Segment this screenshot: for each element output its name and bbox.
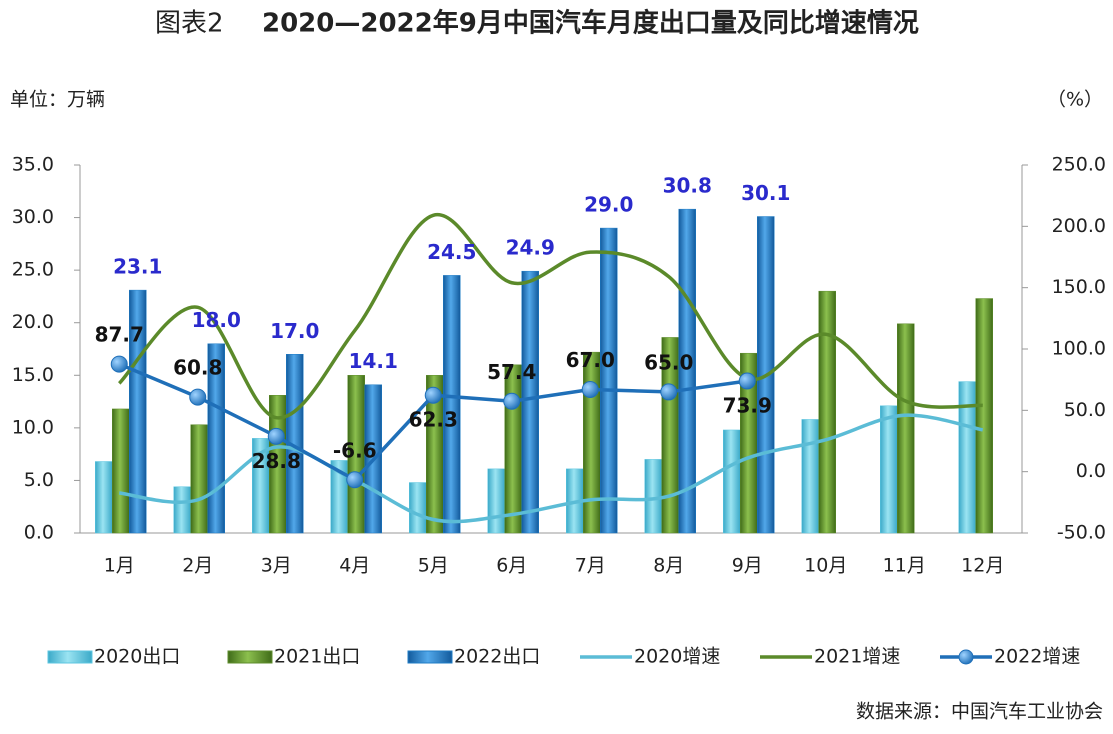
- x-tick-label: 8月: [653, 555, 684, 577]
- legend-label: 2022出口: [454, 646, 540, 668]
- x-tick-label: 12月: [961, 555, 1004, 577]
- marker: [581, 380, 599, 398]
- data-label: 60.8: [173, 356, 222, 380]
- data-label: 57.4: [487, 360, 536, 384]
- y2-tick-label: 150.0: [1052, 276, 1106, 298]
- bar: [190, 424, 208, 534]
- marker: [738, 372, 756, 390]
- y-tick-label: 5.0: [24, 469, 54, 491]
- data-label: 30.1: [741, 181, 790, 205]
- y2-tick-label: 0.0: [1076, 460, 1106, 482]
- data-label: 67.0: [566, 348, 615, 372]
- legend-label: 2020增速: [634, 646, 720, 668]
- bar: [443, 275, 461, 534]
- data-label: 28.8: [252, 449, 301, 473]
- bar: [600, 227, 618, 534]
- legend-label: 2021增速: [814, 646, 900, 668]
- bar: [897, 323, 915, 534]
- legend-swatch: [47, 650, 93, 664]
- bar: [504, 364, 522, 534]
- figure-label: 图表2: [155, 9, 224, 39]
- data-label: 14.1: [349, 349, 398, 373]
- y2-tick-label: 250.0: [1052, 154, 1106, 176]
- x-tick-label: 6月: [496, 555, 527, 577]
- x-tick-label: 9月: [732, 555, 763, 577]
- source: 数据来源：中国汽车工业协会: [856, 701, 1103, 723]
- y2-axis-label: （%）: [1047, 89, 1103, 111]
- y2-tick-label: 50.0: [1064, 399, 1106, 421]
- x-tick-label: 10月: [804, 555, 847, 577]
- marker: [346, 471, 364, 489]
- legend-label: 2021出口: [274, 646, 360, 668]
- legend-swatch: [227, 650, 273, 664]
- bar: [173, 486, 191, 534]
- x-tick-label: 11月: [883, 555, 926, 577]
- marker: [189, 388, 207, 406]
- legend-label: 2022增速: [994, 646, 1080, 668]
- y-tick-label: 20.0: [12, 311, 54, 333]
- marker: [267, 427, 285, 445]
- bar: [112, 408, 130, 534]
- y-tick-label: 0.0: [24, 522, 54, 544]
- y-axis-label: 单位：万辆: [10, 89, 105, 111]
- x-tick-label: 1月: [104, 555, 135, 577]
- bar: [644, 459, 662, 534]
- bar: [487, 468, 505, 534]
- data-label: 23.1: [113, 255, 162, 279]
- bar: [521, 270, 539, 534]
- y2-tick-label: 100.0: [1052, 338, 1106, 360]
- data-label: -6.6: [333, 438, 377, 462]
- data-label: 62.3: [409, 408, 458, 432]
- line: [117, 213, 983, 420]
- legend-swatch: [407, 650, 453, 664]
- y-tick-label: 30.0: [12, 206, 54, 228]
- bar: [583, 351, 601, 534]
- line: [119, 413, 984, 524]
- data-label: 29.0: [584, 193, 633, 217]
- x-tick-label: 4月: [339, 555, 370, 577]
- bar: [818, 290, 836, 534]
- y-tick-label: 35.0: [12, 154, 54, 176]
- x-tick-label: 5月: [418, 555, 449, 577]
- data-label: 87.7: [95, 323, 144, 347]
- marker: [110, 355, 128, 373]
- y-tick-label: 10.0: [12, 416, 54, 438]
- bar: [409, 482, 427, 534]
- bar: [975, 298, 993, 534]
- x-tick-label: 2月: [182, 555, 213, 577]
- bar: [880, 405, 898, 534]
- bar: [801, 419, 819, 534]
- y-tick-label: 15.0: [12, 364, 54, 386]
- y2-tick-label: 200.0: [1052, 215, 1106, 237]
- data-label: 73.9: [723, 394, 772, 418]
- data-label: 18.0: [192, 308, 241, 332]
- legend-marker: [958, 649, 974, 665]
- data-label: 65.0: [644, 350, 693, 374]
- y-tick-label: 25.0: [12, 259, 54, 281]
- legend-label: 2020出口: [94, 646, 180, 668]
- marker: [424, 386, 442, 404]
- marker: [660, 383, 678, 401]
- bar: [95, 461, 113, 534]
- chart-title: 2020—2022年9月中国汽车月度出口量及同比增速情况: [262, 8, 919, 39]
- data-label: 24.5: [427, 240, 476, 264]
- marker: [503, 392, 521, 410]
- x-tick-label: 3月: [261, 555, 292, 577]
- y2-tick-label: -50.0: [1057, 522, 1106, 544]
- bar: [723, 429, 741, 534]
- data-label: 30.8: [663, 174, 712, 198]
- x-tick-label: 7月: [575, 555, 606, 577]
- data-label: 17.0: [270, 319, 319, 343]
- data-label: 24.9: [506, 236, 555, 260]
